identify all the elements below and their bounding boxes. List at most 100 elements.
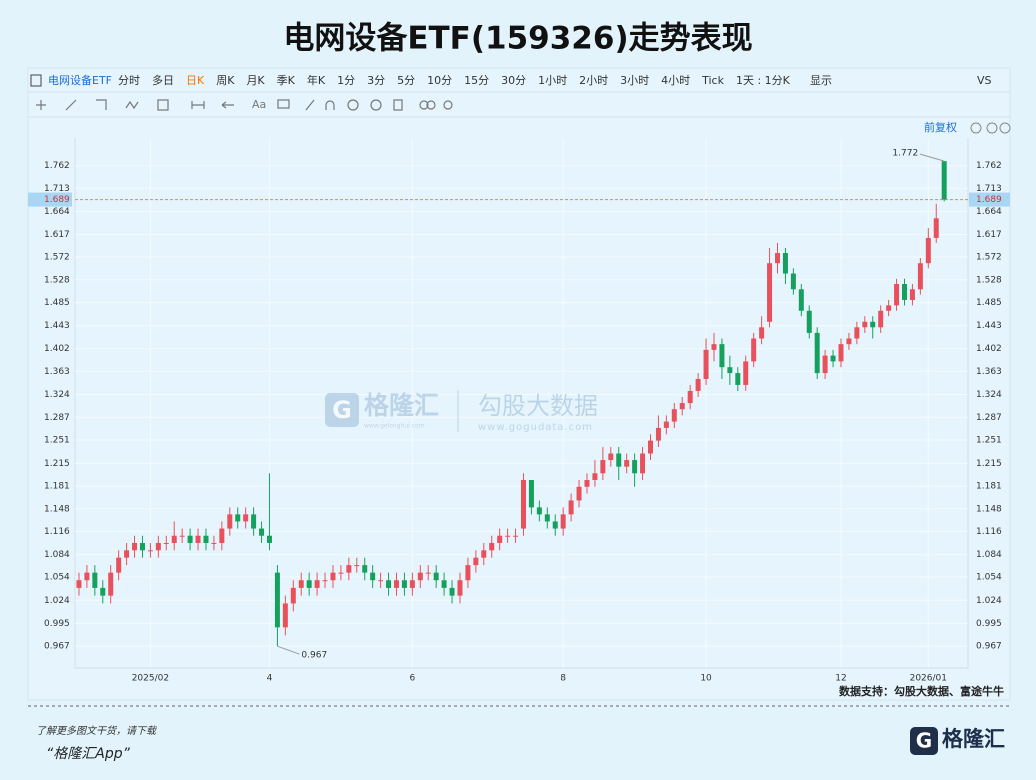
min-leader — [277, 645, 300, 655]
candle-body — [362, 565, 368, 573]
y-tick-label-right: 1.664 — [976, 207, 1002, 217]
candle-body — [671, 409, 677, 422]
candle-body — [917, 263, 923, 290]
toolbar-item[interactable]: 2小时 — [579, 74, 608, 87]
candle-body — [878, 310, 884, 328]
tool-icon[interactable] — [305, 99, 315, 111]
candle-body — [909, 289, 915, 300]
candle-body — [600, 460, 606, 474]
tool-icon[interactable] — [370, 99, 382, 111]
toolbar-item[interactable]: 10分 — [427, 74, 452, 87]
tool-icon[interactable] — [96, 99, 107, 110]
y-tick-label: 1.054 — [44, 573, 70, 583]
candle-body — [552, 521, 558, 529]
toolbar-item[interactable]: 3小时 — [620, 74, 649, 87]
x-tick-label: 4 — [267, 674, 273, 684]
candle-body — [767, 263, 773, 322]
x-tick-label: 8 — [560, 674, 566, 684]
candle-body — [393, 580, 399, 588]
toolbar-item[interactable]: 15分 — [464, 74, 489, 87]
y-tick-label: 1.148 — [44, 504, 70, 514]
candle-body — [814, 332, 820, 374]
tool-icon[interactable] — [325, 100, 335, 110]
y-tick-label-right: 1.181 — [976, 482, 1002, 492]
toolbar-item[interactable]: 季K — [277, 74, 296, 87]
toolbar-item[interactable]: 1小时 — [538, 74, 567, 87]
toolbar-item[interactable]: 1天 : 1分K — [736, 74, 791, 87]
watermark-partner-url: www.gogudata.com — [478, 422, 593, 433]
toolbar-item[interactable]: 周K — [216, 74, 235, 87]
y-tick-label-right: 0.995 — [976, 619, 1002, 629]
candle-body — [663, 421, 669, 428]
source: 数据支持：勾股大数据、富途牛牛 — [839, 684, 1004, 698]
candle-body — [933, 218, 939, 238]
y-tick-label-right: 1.713 — [976, 184, 1002, 194]
toolbar-item[interactable]: 4小时 — [661, 74, 690, 87]
candle-body — [116, 557, 122, 573]
candle-body — [417, 572, 423, 581]
candle-body — [679, 403, 685, 410]
toolbar-item[interactable]: 显示 — [810, 74, 832, 87]
candle-body — [497, 535, 503, 543]
y-tick-label-right: 1.054 — [976, 573, 1002, 583]
text-tool[interactable]: Aa — [252, 98, 266, 111]
candle-body — [790, 273, 796, 290]
candle-body — [544, 514, 550, 522]
candle-body — [735, 373, 741, 385]
control-icon[interactable] — [986, 122, 998, 134]
candle-body — [473, 557, 479, 566]
candle-body — [592, 473, 598, 481]
toolbar-item[interactable]: 年K — [307, 73, 326, 87]
toolbar-item[interactable]: VS — [977, 74, 992, 87]
candle-body — [513, 535, 519, 537]
candle-body — [449, 587, 455, 596]
adjust-mode[interactable]: 前复权 — [924, 120, 957, 134]
toolbar-item[interactable]: 5分 — [397, 74, 415, 87]
tool-icon[interactable] — [191, 101, 205, 109]
candle-body — [830, 355, 836, 362]
y-tick-label-right: 1.324 — [976, 390, 1002, 400]
candle-body — [124, 550, 130, 558]
tool-icon[interactable] — [125, 100, 139, 110]
tool-icon[interactable] — [157, 99, 169, 111]
tool-icon[interactable] — [65, 99, 77, 111]
toolbar-item[interactable]: 30分 — [501, 74, 526, 87]
candle-body — [751, 338, 757, 362]
candle-body — [203, 535, 209, 543]
tool-icon[interactable] — [36, 100, 46, 110]
y-tick-label-right: 1.024 — [976, 596, 1002, 606]
footer-prompt: 了解更多图文干货，请下载 — [36, 725, 158, 737]
toolbar-item[interactable]: 日K — [186, 74, 205, 87]
control-icon[interactable] — [970, 122, 982, 134]
toolbar-item[interactable]: Tick — [701, 74, 724, 87]
toolbar-item[interactable]: 月K — [246, 74, 265, 87]
control-icon[interactable] — [999, 122, 1011, 134]
candle-body — [425, 572, 431, 574]
candle-body — [163, 542, 169, 544]
y-tick-label-right: 1.572 — [976, 253, 1002, 263]
candle-body — [84, 572, 90, 581]
tool-icon[interactable] — [347, 99, 359, 111]
y-tick-label-right: 1.762 — [976, 161, 1002, 171]
candle-body — [409, 580, 415, 588]
tool-icon[interactable] — [221, 101, 234, 109]
toolbar-item[interactable]: 分时 — [118, 74, 140, 87]
candle-body — [759, 327, 765, 339]
y-tick-label: 1.485 — [44, 298, 70, 308]
toolbar-item[interactable]: 1分 — [337, 74, 355, 87]
symbol-name[interactable]: 电网设备ETF — [48, 73, 112, 87]
tool-icon[interactable] — [419, 100, 429, 110]
candle-body — [655, 427, 661, 441]
tool-icon[interactable] — [277, 99, 290, 109]
y-tick-label: 1.024 — [44, 596, 70, 606]
toolbar-item[interactable]: 3分 — [367, 74, 385, 87]
y-tick-label-right: 1.215 — [976, 459, 1002, 469]
toolbar-item[interactable]: 多日 — [152, 73, 174, 87]
candle-body — [330, 572, 336, 581]
tool-icon[interactable] — [426, 100, 436, 110]
candle-body — [211, 542, 217, 544]
sidebar-icon[interactable] — [30, 74, 42, 87]
tool-icon[interactable] — [393, 99, 403, 111]
tool-icon[interactable] — [443, 100, 453, 110]
